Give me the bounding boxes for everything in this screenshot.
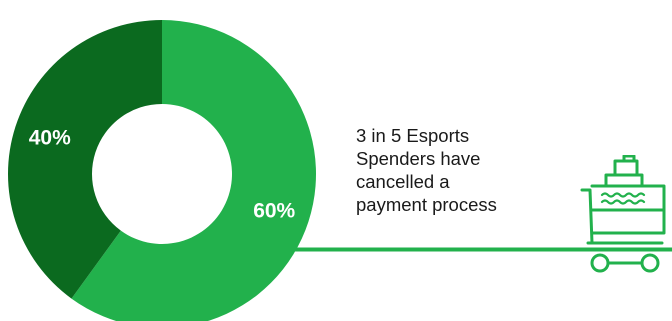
donut-slice <box>71 20 316 321</box>
slice-label: 40% <box>29 127 71 150</box>
connector-line <box>205 247 672 252</box>
caption-line: payment process <box>356 194 497 215</box>
slice-label: 60% <box>253 199 295 222</box>
caption-text: 3 in 5 Esports Spenders have cancelled a… <box>356 124 586 216</box>
caption-line: 3 in 5 Esports <box>356 125 470 146</box>
caption-line: Spenders have <box>356 148 481 169</box>
donut-slice <box>8 20 162 299</box>
shopping-cart-icon <box>580 155 666 273</box>
caption-line: cancelled a <box>356 171 450 192</box>
